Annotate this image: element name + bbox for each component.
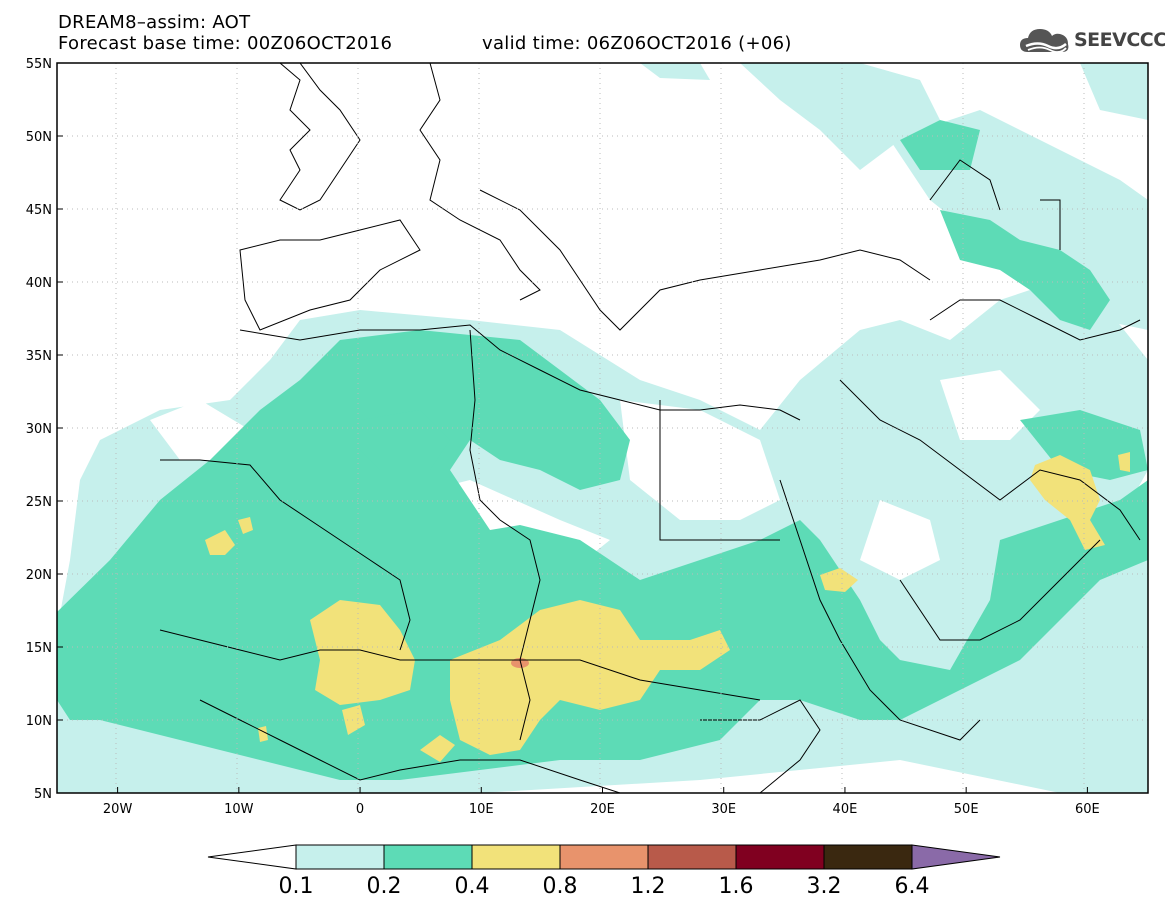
- colorbar-label: 1.2: [631, 874, 666, 899]
- colorbar-label: 0.1: [279, 874, 314, 899]
- lon-tick-label: 30E: [711, 802, 736, 817]
- valid-time: valid time: 06Z06OCT2016 (+06): [482, 33, 792, 54]
- lat-tick-label: 55N: [26, 57, 52, 72]
- lat-tick-label: 40N: [26, 276, 52, 291]
- colorbar-label: 6.4: [895, 874, 930, 899]
- lat-tick-label: 10N: [26, 714, 52, 729]
- lon-tick-label: 40E: [833, 802, 858, 817]
- colorbar-over-triangle: [911, 844, 1001, 870]
- title-line-1: DREAM8–assim: AOT: [58, 12, 251, 33]
- colorbar-label: 0.4: [455, 874, 490, 899]
- colorbar-label: 3.2: [807, 874, 842, 899]
- colorbar-under-triangle: [207, 844, 297, 870]
- colorbar-label: 0.2: [367, 874, 402, 899]
- lat-axis: 5N 10N 15N 20N 25N 30N 35N 40N 45N 50N 55N: [26, 57, 63, 802]
- graticule: [57, 63, 1148, 793]
- seevccc-logo: SEEVCCC: [1018, 24, 1165, 56]
- colorbar-segment: [823, 844, 913, 870]
- lon-tick-label: 10W: [224, 802, 254, 817]
- lat-tick-label: 20N: [26, 568, 52, 583]
- lat-tick-label: 5N: [34, 787, 52, 802]
- colorbar-segment: [647, 844, 737, 870]
- colorbar-label: 1.6: [719, 874, 754, 899]
- colorbar-segment: [735, 844, 825, 870]
- aot-field: [57, 63, 1148, 793]
- cloud-icon: [1020, 29, 1069, 53]
- lat-tick-label: 50N: [26, 130, 52, 145]
- lon-tick-label: 50E: [954, 802, 979, 817]
- colorbar-segment: [471, 844, 561, 870]
- colorbar: 0.1 0.2 0.4 0.8 1.2 1.6 3.2 6.4: [207, 844, 1001, 899]
- colorbar-label: 0.8: [543, 874, 578, 899]
- lat-tick-label: 35N: [26, 349, 52, 364]
- forecast-base-time: Forecast base time: 00Z06OCT2016: [58, 33, 393, 54]
- lat-tick-label: 30N: [26, 422, 52, 437]
- lat-tick-label: 45N: [26, 203, 52, 218]
- lon-tick-label: 20E: [590, 802, 615, 817]
- lon-tick-label: 10E: [469, 802, 494, 817]
- lon-axis: 20W 10W 0 10E 20E 30E 40E 50E 60E: [103, 787, 1100, 817]
- lat-tick-label: 25N: [26, 495, 52, 510]
- boundaries: [159, 63, 1141, 793]
- colorbar-segment: [383, 844, 473, 870]
- aot-level-0.4: [205, 452, 1130, 762]
- lon-tick-label: 0: [356, 802, 364, 817]
- logo-text: SEEVCCC: [1074, 29, 1165, 51]
- lon-tick-label: 60E: [1075, 802, 1100, 817]
- lon-tick-label: 20W: [103, 802, 133, 817]
- colorbar-segment: [559, 844, 649, 870]
- lat-tick-label: 15N: [26, 641, 52, 656]
- colorbar-segment: [295, 844, 385, 870]
